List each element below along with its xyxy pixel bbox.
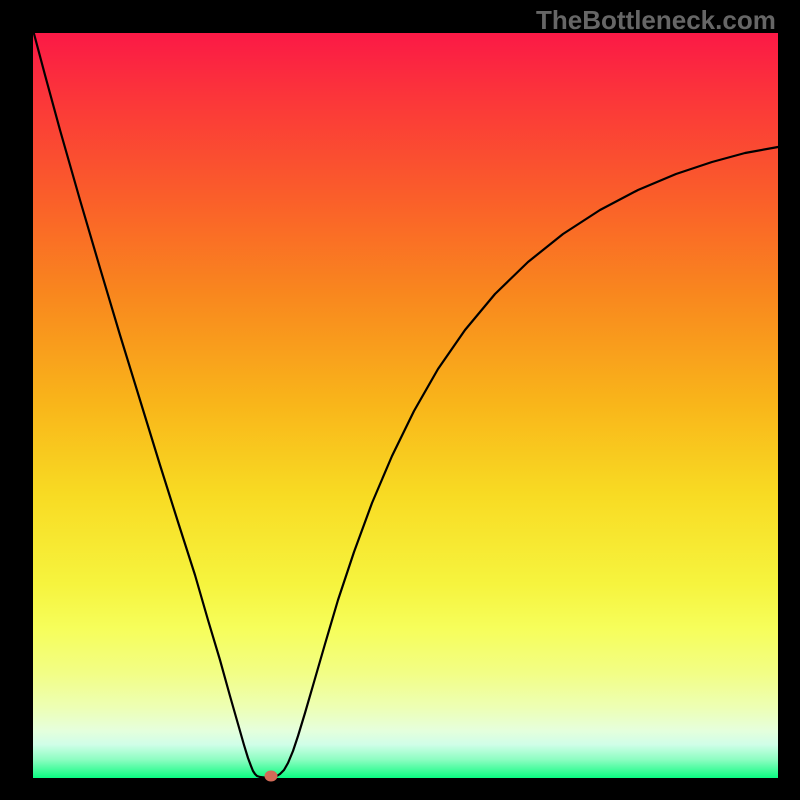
chart-container: TheBottleneck.com bbox=[0, 0, 800, 800]
watermark-text: TheBottleneck.com bbox=[536, 5, 776, 36]
chart-svg bbox=[0, 0, 800, 800]
plot-background bbox=[33, 33, 778, 778]
optimum-marker bbox=[265, 771, 278, 782]
